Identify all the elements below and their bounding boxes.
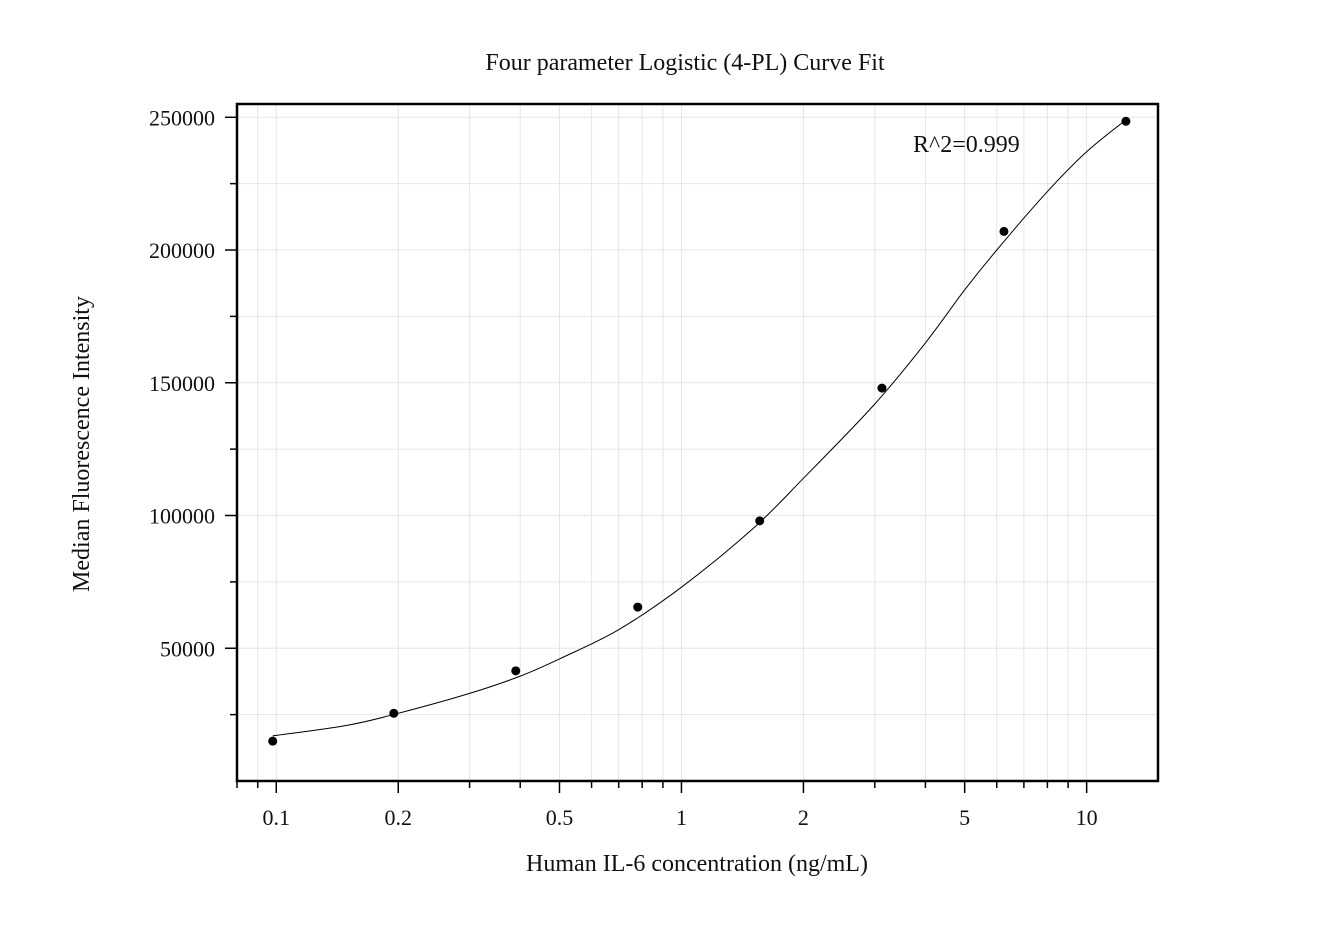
plot-frame bbox=[235, 102, 1160, 783]
y-tick-label: 200000 bbox=[149, 238, 215, 263]
data-points-layer bbox=[268, 116, 1131, 746]
x-axis-label: Human IL-6 concentration (ng/mL) bbox=[526, 851, 868, 877]
x-axis: 0.1 0.2 0.5 1 2 5 10 bbox=[236, 781, 1098, 830]
data-point bbox=[511, 666, 521, 676]
y-tick-label: 150000 bbox=[149, 371, 215, 396]
y-axis-label: Median Fluorescence Intensity bbox=[69, 296, 95, 592]
data-point bbox=[633, 602, 643, 612]
r-squared-annotation: R^2=0.999 bbox=[913, 132, 1020, 158]
x-tick-label: 10 bbox=[1076, 805, 1098, 830]
data-point bbox=[755, 516, 765, 526]
x-tick-label: 0.2 bbox=[384, 805, 412, 830]
data-point bbox=[1121, 116, 1131, 126]
grid bbox=[236, 104, 1158, 781]
data-point bbox=[389, 708, 399, 718]
fit-curve bbox=[272, 119, 1127, 737]
y-axis: 50000 100000 150000 200000 250000 bbox=[149, 105, 237, 716]
data-point bbox=[999, 226, 1009, 236]
fit-curve-layer bbox=[272, 119, 1127, 737]
data-point bbox=[877, 383, 887, 393]
x-tick-label: 5 bbox=[959, 805, 970, 830]
x-tick-label: 0.5 bbox=[546, 805, 574, 830]
y-tick-label: 100000 bbox=[149, 504, 215, 529]
x-tick-label: 1 bbox=[676, 805, 687, 830]
y-tick-label: 50000 bbox=[160, 636, 215, 661]
y-tick-label: 250000 bbox=[149, 105, 215, 130]
data-point bbox=[268, 736, 278, 746]
x-tick-label: 2 bbox=[798, 805, 809, 830]
x-tick-label: 0.1 bbox=[263, 805, 291, 830]
chart-title: Four parameter Logistic (4-PL) Curve Fit bbox=[485, 50, 885, 76]
